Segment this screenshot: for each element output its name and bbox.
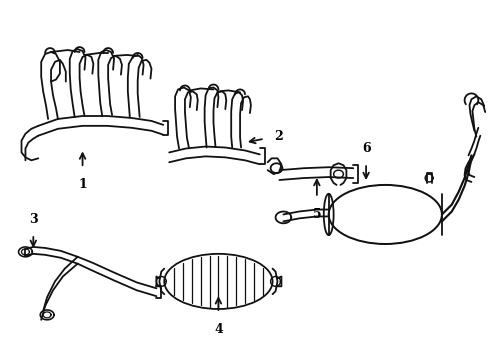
Text: 3: 3 [29, 213, 38, 226]
Text: 1: 1 [78, 178, 87, 191]
Text: 4: 4 [214, 323, 223, 336]
Text: 2: 2 [274, 130, 283, 143]
Text: 5: 5 [313, 208, 321, 221]
Text: 6: 6 [362, 143, 370, 156]
